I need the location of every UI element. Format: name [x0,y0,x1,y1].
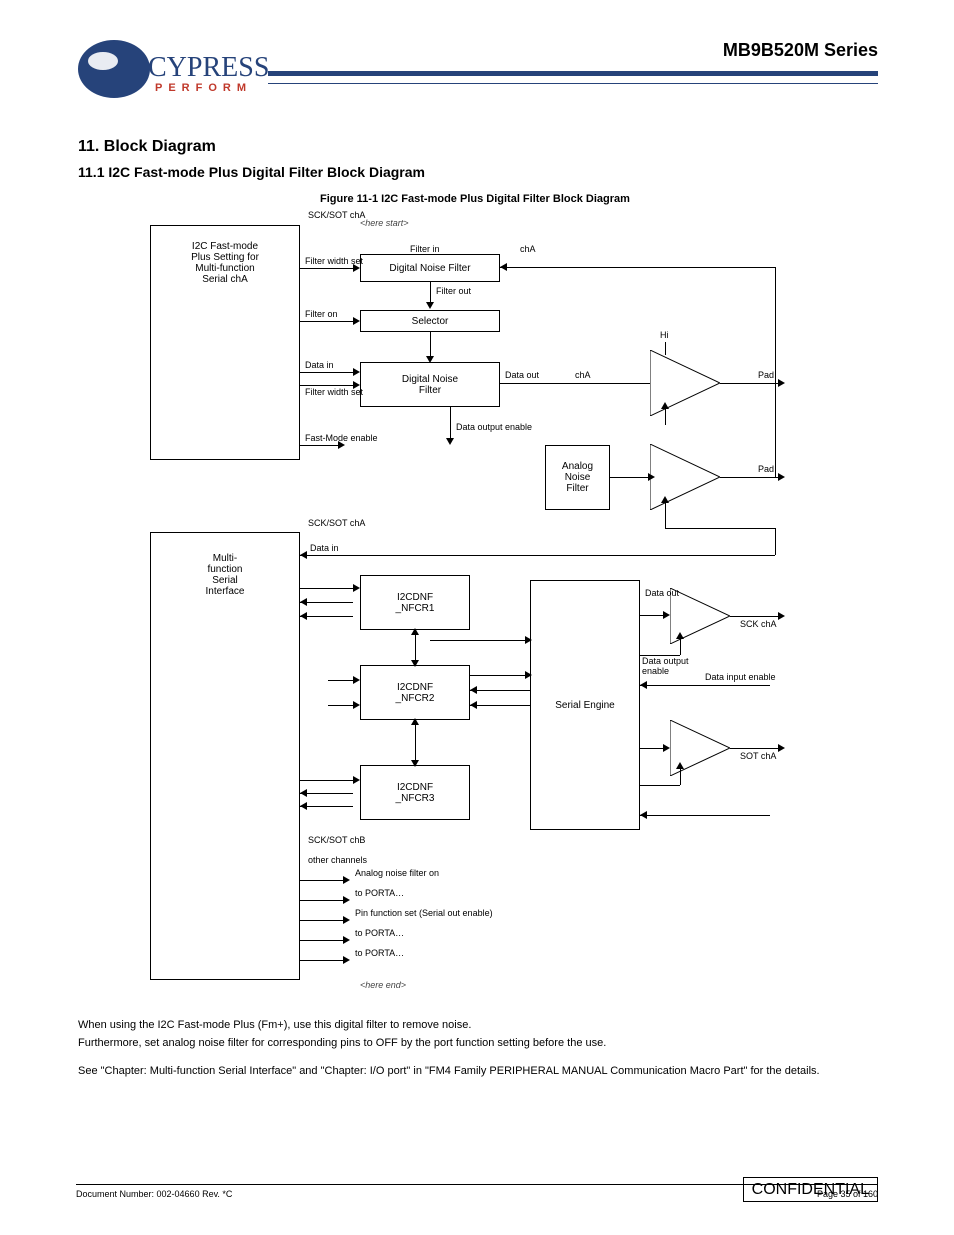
lbl-here-end: <here end> [360,980,406,990]
sig-sck-sot-a2: SCK/SOT chA [308,518,365,528]
lbl-sot-a: SOT chA [740,751,776,761]
logo-subtext: PERFORM [155,82,252,94]
lbl-porta5: to PORTA… [355,948,404,958]
lbl-padA2: Pad [758,464,774,474]
lbl-data-out: Data out [505,370,539,380]
sig-sck-sot-a: SCK/SOT chA [308,210,365,220]
lbl-data-oe1: Data output enable [456,422,532,432]
nfcr3: I2CDNF _NFCR3 [360,765,470,820]
config-block-a: I2C Fast-mode Plus Setting for Multi-fun… [150,225,300,460]
lbl-porta1: Analog noise filter on [355,868,439,878]
section-subtitle: 11.1 I2C Fast-mode Plus Digital Filter B… [78,164,425,180]
lbl-other: other channels [308,855,367,865]
section-title: 11. Block Diagram [78,138,216,156]
lbl-filter-in: Filter in [410,244,440,254]
header-rule-thin [268,83,878,84]
sel-a-label: Selector [412,316,449,327]
nfcr1: I2CDNF _NFCR1 [360,575,470,630]
lbl-chA1: chA [520,244,536,254]
logo-mark [78,40,150,98]
nfcr1-label: I2CDNF _NFCR1 [396,592,435,614]
footer-left: Document Number: 002-04660 Rev. *C [76,1189,232,1199]
confidential-badge: CONFIDENTIAL [743,1177,878,1202]
config-block-a-label: I2C Fast-mode Plus Setting for Multi-fun… [191,241,259,285]
logo-text: CYPRESS [148,52,269,84]
body-p2: Furthermore, set analog noise filter for… [78,1036,878,1051]
sel-a: Selector [360,310,500,332]
dnf-a2-label: Digital Noise Filter [402,374,458,396]
msi-block-label: Multi- function Serial Interface [206,553,245,597]
lbl-fw2: Filter width set [305,387,363,397]
header-rule [268,71,878,76]
lbl-data-in: Data in [305,360,334,370]
lbl-filter-out: Filter out [436,286,471,296]
lbl-porta2: to PORTA… [355,888,404,898]
lbl-sck-a: SCK chA [740,619,777,629]
logo [78,40,150,98]
figure-caption: Figure 11-1 I2C Fast-mode Plus Digital F… [320,193,630,205]
dnf-a2: Digital Noise Filter [360,362,500,407]
lbl-fm-en: Fast-Mode enable [305,433,378,443]
msi-block: Multi- function Serial Interface [150,532,300,980]
serial-engine-label: Serial Engine [555,700,614,711]
dnf-a1-label: Digital Noise Filter [389,263,470,274]
block-diagram: I2C Fast-mode Plus Setting for Multi-fun… [150,210,810,1000]
anf: Analog Noise Filter [545,445,610,510]
nfcr3-label: I2CDNF _NFCR3 [396,782,435,804]
lbl-porta3: Pin function set (Serial out enable) [355,908,493,918]
lbl-here-start: <here start> [360,218,409,228]
part-number: MB9B520M Series [723,40,878,61]
lbl-chA2: chA [575,370,591,380]
lbl-porta4: to PORTA… [355,928,404,938]
lbl-data-ie: Data input enable [705,672,785,682]
lbl-filter-on: Filter on [305,309,338,319]
nfcr2: I2CDNF _NFCR2 [360,665,470,720]
nfcr2-label: I2CDNF _NFCR2 [396,682,435,704]
anf-label: Analog Noise Filter [562,461,593,494]
lbl-data-in-msi: Data in [310,543,339,553]
lbl-hi1: Hi [660,330,669,340]
lbl-padA1: Pad [758,370,774,380]
serial-engine: Serial Engine [530,580,640,830]
dnf-a1: Digital Noise Filter [360,254,500,282]
sig-sck-sot-b: SCK/SOT chB [308,835,365,845]
body-p3: See "Chapter: Multi-function Serial Inte… [78,1064,878,1079]
body-p1: When using the I2C Fast-mode Plus (Fm+),… [78,1018,878,1033]
lbl-filter-width1: Filter width set [305,256,363,266]
